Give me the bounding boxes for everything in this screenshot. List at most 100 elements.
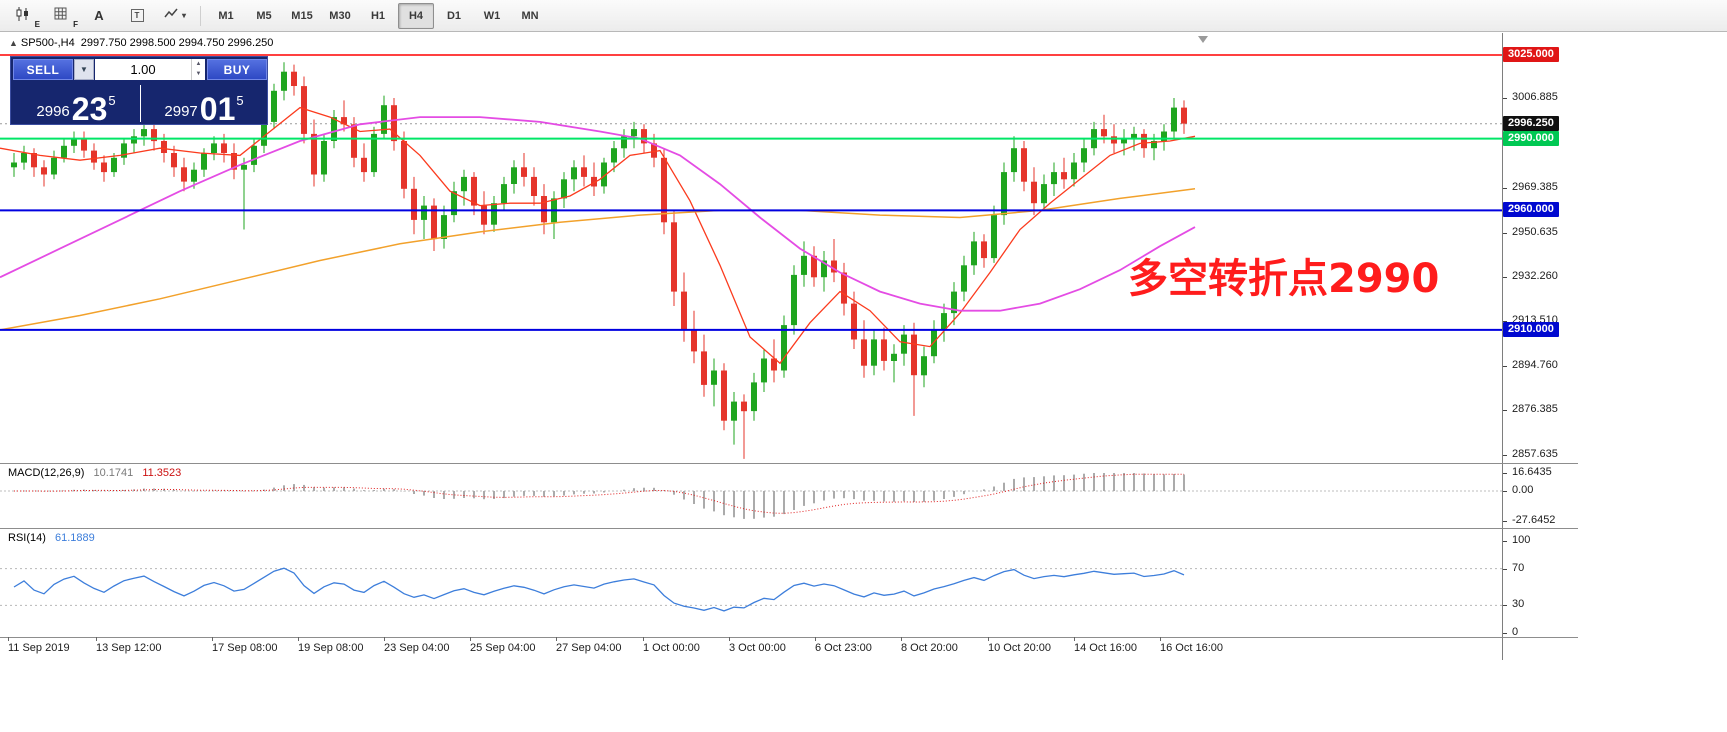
lot-size-input[interactable] [95,59,191,80]
macd-tick-mark [1503,491,1507,492]
text-tool-icon: A [94,8,104,23]
timeframe-H1[interactable]: H1 [370,9,386,22]
time-label: 19 Sep 08:00 [298,642,364,654]
time-tick-mark [96,637,97,641]
time-tick-mark [901,637,902,641]
sell-price-small: 2996 [36,103,70,120]
time-tick-mark [988,637,989,641]
macd-label: MACD(12,26,9) 10.1741 11.3523 [8,467,181,479]
time-label: 8 Oct 20:00 [901,642,958,654]
time-tick-mark [815,637,816,641]
price-badge-3025.000: 3025.000 [1503,47,1559,62]
time-tick-mark [470,637,471,641]
grid-expert-sublabel: F [73,19,78,29]
rsi-line [13,567,1185,612]
expert-candles-button[interactable]: E [5,3,41,29]
price-badge-2960.000: 2960.000 [1503,202,1559,217]
annotation-text: 多空转折点2990 [1128,256,1440,302]
label-tool-icon: T [130,9,144,22]
macd-signal-line [14,473,1184,514]
symbol-timeframe-label: SP500-,H4 [20,37,75,49]
lot-decrease-button[interactable]: ▼ [195,71,202,77]
label-tool-button[interactable]: T [119,3,155,29]
ma-mid-orange [0,188,1196,331]
buy-button[interactable]: BUY [207,59,267,80]
chart-title: ▲ SP500-,H4 2997.750 2998.500 2994.750 299… [9,37,273,49]
sell-price-big: 23 [71,90,108,127]
timeframe-W1[interactable]: W1 [483,9,501,22]
rsi-axis-label: 30 [1512,598,1525,610]
panel-separator [0,463,1578,464]
time-label: 6 Oct 23:00 [815,642,872,654]
macd-main-value: 10.1741 [93,467,134,479]
time-label: 14 Oct 16:00 [1074,642,1137,654]
text-tool-button[interactable]: A [81,3,117,29]
time-axis[interactable]: 11 Sep 2019 13 Sep 12:00 17 Sep 08:00 19 Se… [0,637,1502,658]
chart-shift-marker-icon [1198,36,1208,43]
rsi-tick-mark [1503,605,1507,606]
time-label: 11 Sep 2019 [8,642,70,654]
price-tick-label: 2969.385 [1512,181,1558,193]
lot-increase-button[interactable]: ▲ [195,61,202,67]
rsi-tick-mark [1503,541,1507,542]
sell-price: 2996 23 5 [13,83,139,127]
trendline-icon [164,6,180,25]
rsi-panel [0,567,1502,612]
panel-separator [0,528,1578,529]
ma-fast-red [0,106,1196,365]
macd-panel [0,473,1502,519]
one-click-trading-panel: SELL ▼ ▲ ▼ BUY 2996 23 5 2997 01 5 [10,56,268,125]
time-label: 16 Oct 16:00 [1160,642,1223,654]
expert-candles-sublabel: E [34,19,40,29]
timeframe-D1[interactable]: D1 [446,9,462,22]
rsi-axis-label: 70 [1512,562,1525,574]
time-tick-mark [729,637,730,641]
timeframe-M15[interactable]: M15 [291,9,313,22]
collapse-triangle-icon[interactable]: ▲ [9,38,18,48]
price-tick-label: 2894.760 [1512,359,1558,371]
price-axis[interactable]: 3006.885 2969.385 2950.635 2932.260 2913.510… [1503,33,1625,463]
timeframe-M1[interactable]: M1 [218,9,234,22]
rsi-params: (14) [26,532,46,544]
macd-histogram [23,473,1185,519]
time-tick-mark [8,637,9,641]
price-chart[interactable] [0,33,1502,463]
price-tick-mark [1503,98,1507,99]
time-label: 3 Oct 00:00 [729,642,786,654]
time-tick-mark [1160,637,1161,641]
time-label: 17 Sep 08:00 [212,642,278,654]
price-tick-label: 2876.385 [1512,403,1558,415]
price-tick-mark [1503,410,1507,411]
timeframe-MN[interactable]: MN [521,9,539,22]
price-tick-mark [1503,233,1507,234]
price-badge-2910.000: 2910.000 [1503,322,1559,337]
ohlc-values: 2997.750 2998.500 2994.750 2996.250 [80,37,274,49]
grid-expert-button[interactable]: F [43,3,79,29]
grid-icon [53,6,69,25]
price-badge-2996.250: 2996.250 [1503,116,1559,131]
macd-tick-mark [1503,473,1507,474]
timeframe-M30[interactable]: M30 [329,9,351,22]
line-studies-button[interactable]: ▾ [157,3,193,29]
rsi-tick-mark [1503,569,1507,570]
panel-separator [0,637,1578,638]
price-tick-mark [1503,188,1507,189]
buy-price: 2997 01 5 [141,83,267,127]
price-badge-2990.000: 2990.000 [1503,131,1559,146]
time-label: 23 Sep 04:00 [384,642,450,654]
candles [11,62,1187,459]
timeframe-H4[interactable]: H4 [398,2,434,29]
macd-params: (12,26,9) [40,467,85,479]
toolbar: E F A T ▾ M1 M5 M15 M30 H1 H4 D1 W1 MN [0,0,1727,32]
rsi-axis-label: 0 [1512,626,1519,638]
macd-axis-label: 16.6435 [1512,466,1552,478]
chevron-down-icon: ▾ [181,11,186,20]
sell-button[interactable]: SELL [13,59,73,80]
time-tick-mark [384,637,385,641]
price-tick-label: 2857.635 [1512,448,1558,460]
price-tick-label: 2950.635 [1512,226,1558,238]
price-tick-label: 3006.885 [1512,91,1558,103]
buy-price-big: 01 [199,90,236,127]
timeframe-M5[interactable]: M5 [256,9,272,22]
lot-dropdown-button[interactable]: ▼ [74,59,94,80]
